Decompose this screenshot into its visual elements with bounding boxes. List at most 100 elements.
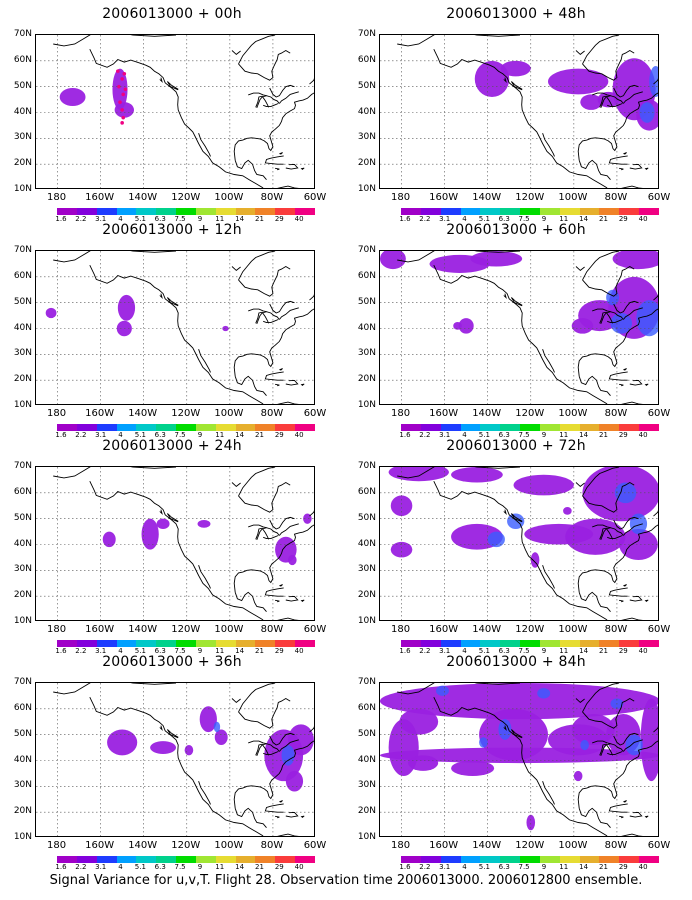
variance-patch — [380, 251, 406, 270]
lat-label: 20N — [357, 590, 376, 601]
colorbar-label: 4 — [118, 431, 123, 439]
colorbar-label: 11 — [215, 215, 225, 223]
colorbar-swatch — [599, 208, 620, 215]
panel-title: 2006013000 + 60h — [446, 222, 586, 238]
colorbar-swatch — [401, 856, 421, 863]
colorbar-label: 7.5 — [174, 215, 186, 223]
colorbar-label: 1.6 — [55, 215, 67, 223]
colorbar-label: 5.1 — [134, 215, 146, 223]
coastline — [619, 383, 624, 387]
coastline — [275, 815, 280, 819]
coastline — [592, 308, 611, 313]
coastline — [264, 803, 284, 813]
variance-patch — [399, 708, 439, 735]
coastline — [233, 524, 314, 593]
lon-label: 60W — [647, 624, 671, 635]
coastline — [619, 167, 624, 171]
map-plot — [380, 251, 658, 404]
coastline — [577, 308, 658, 377]
colorbar-label: 3.1 — [95, 863, 107, 871]
coastline — [542, 565, 555, 589]
variance-patch — [214, 729, 228, 745]
lat-label: 20N — [13, 158, 32, 169]
colorbar-swatch — [500, 424, 521, 431]
variance-patch — [390, 541, 413, 558]
map-frame — [379, 34, 659, 189]
lon-label: 160W — [85, 624, 115, 635]
colorbar-swatch — [639, 424, 659, 431]
colorbar-swatch — [76, 208, 97, 215]
coastline — [309, 78, 314, 85]
colorbar-label: 5.1 — [134, 431, 146, 439]
coastline — [613, 516, 639, 530]
lon-label: 80W — [604, 408, 628, 419]
colorbar-swatch — [176, 640, 196, 647]
lat-label: 20N — [13, 806, 32, 817]
map-panel: 2006013000 + 36h 70N 60N 50N 40N 30N 20N 10N 180… — [2, 652, 342, 871]
colorbar-swatch — [215, 856, 236, 863]
colorbar-label: 1.6 — [55, 863, 67, 871]
variance-patch — [530, 552, 540, 568]
variance-patch — [288, 724, 314, 756]
lat-label: 50N — [357, 728, 376, 739]
lon-label: 100W — [214, 840, 244, 851]
coastline — [582, 481, 635, 513]
coastline — [277, 185, 299, 188]
coastline — [582, 697, 635, 729]
lat-label: 50N — [357, 296, 376, 307]
coastline — [231, 50, 241, 55]
variance-patch — [563, 507, 572, 515]
colorbar-label: 7.5 — [174, 863, 186, 871]
colorbar-label: 11 — [215, 431, 225, 439]
coastline — [89, 481, 264, 620]
coastline — [578, 807, 611, 828]
coastline — [511, 729, 523, 739]
panel-title: 2006013000 + 24h — [102, 438, 242, 454]
variance-patch — [150, 741, 176, 755]
variance-patch — [285, 770, 304, 792]
coastline — [279, 91, 299, 104]
coastline — [231, 266, 241, 271]
lat-label: 50N — [357, 80, 376, 91]
coastline — [582, 251, 620, 281]
peak-dot — [121, 92, 126, 97]
colorbar-label: 14 — [579, 647, 589, 655]
colorbar-label: 21 — [598, 215, 608, 223]
colorbar-label: 7.5 — [174, 647, 186, 655]
coastline — [623, 739, 643, 752]
colorbar-swatch — [215, 208, 236, 215]
coastline — [599, 95, 614, 108]
coastline — [644, 815, 649, 818]
variance-patch — [59, 87, 86, 107]
colorbar-label: 14 — [579, 215, 589, 223]
coastline — [275, 599, 280, 603]
colorbar-label: 5.1 — [478, 647, 490, 655]
coastline — [248, 308, 267, 313]
lat-label: 10N — [13, 184, 32, 194]
variance-patch — [629, 513, 648, 535]
coastline — [608, 587, 628, 597]
colorbar-swatch — [579, 424, 600, 431]
variance-patch — [573, 770, 583, 782]
colorbar-label: 6.3 — [154, 863, 166, 871]
colorbar — [57, 856, 315, 863]
colorbar-label: 1.6 — [399, 863, 411, 871]
coastline — [198, 133, 211, 157]
map-panel: 2006013000 + 24h 70N 60N 50N 40N 30N 20N 10N 180… — [2, 436, 342, 655]
coastline — [653, 78, 658, 85]
colorbar-swatch — [195, 208, 216, 215]
coastline — [511, 81, 523, 91]
lat-label: 40N — [13, 106, 32, 117]
variance-patch — [453, 322, 462, 330]
coastline — [397, 683, 521, 695]
lon-label: 80W — [604, 192, 628, 203]
colorbar-label: 40 — [294, 431, 304, 439]
colorbar-swatch — [420, 856, 441, 863]
lon-label: 60W — [647, 192, 671, 203]
coastline — [600, 527, 624, 541]
map-panel: 2006013000 + 12h 70N 60N 50N 40N 30N 20N 10N 180… — [2, 220, 342, 439]
lon-label: 80W — [260, 192, 284, 203]
lat-label: 60N — [13, 486, 32, 497]
lon-label: 160W — [429, 192, 459, 203]
lat-label: 20N — [357, 374, 376, 385]
